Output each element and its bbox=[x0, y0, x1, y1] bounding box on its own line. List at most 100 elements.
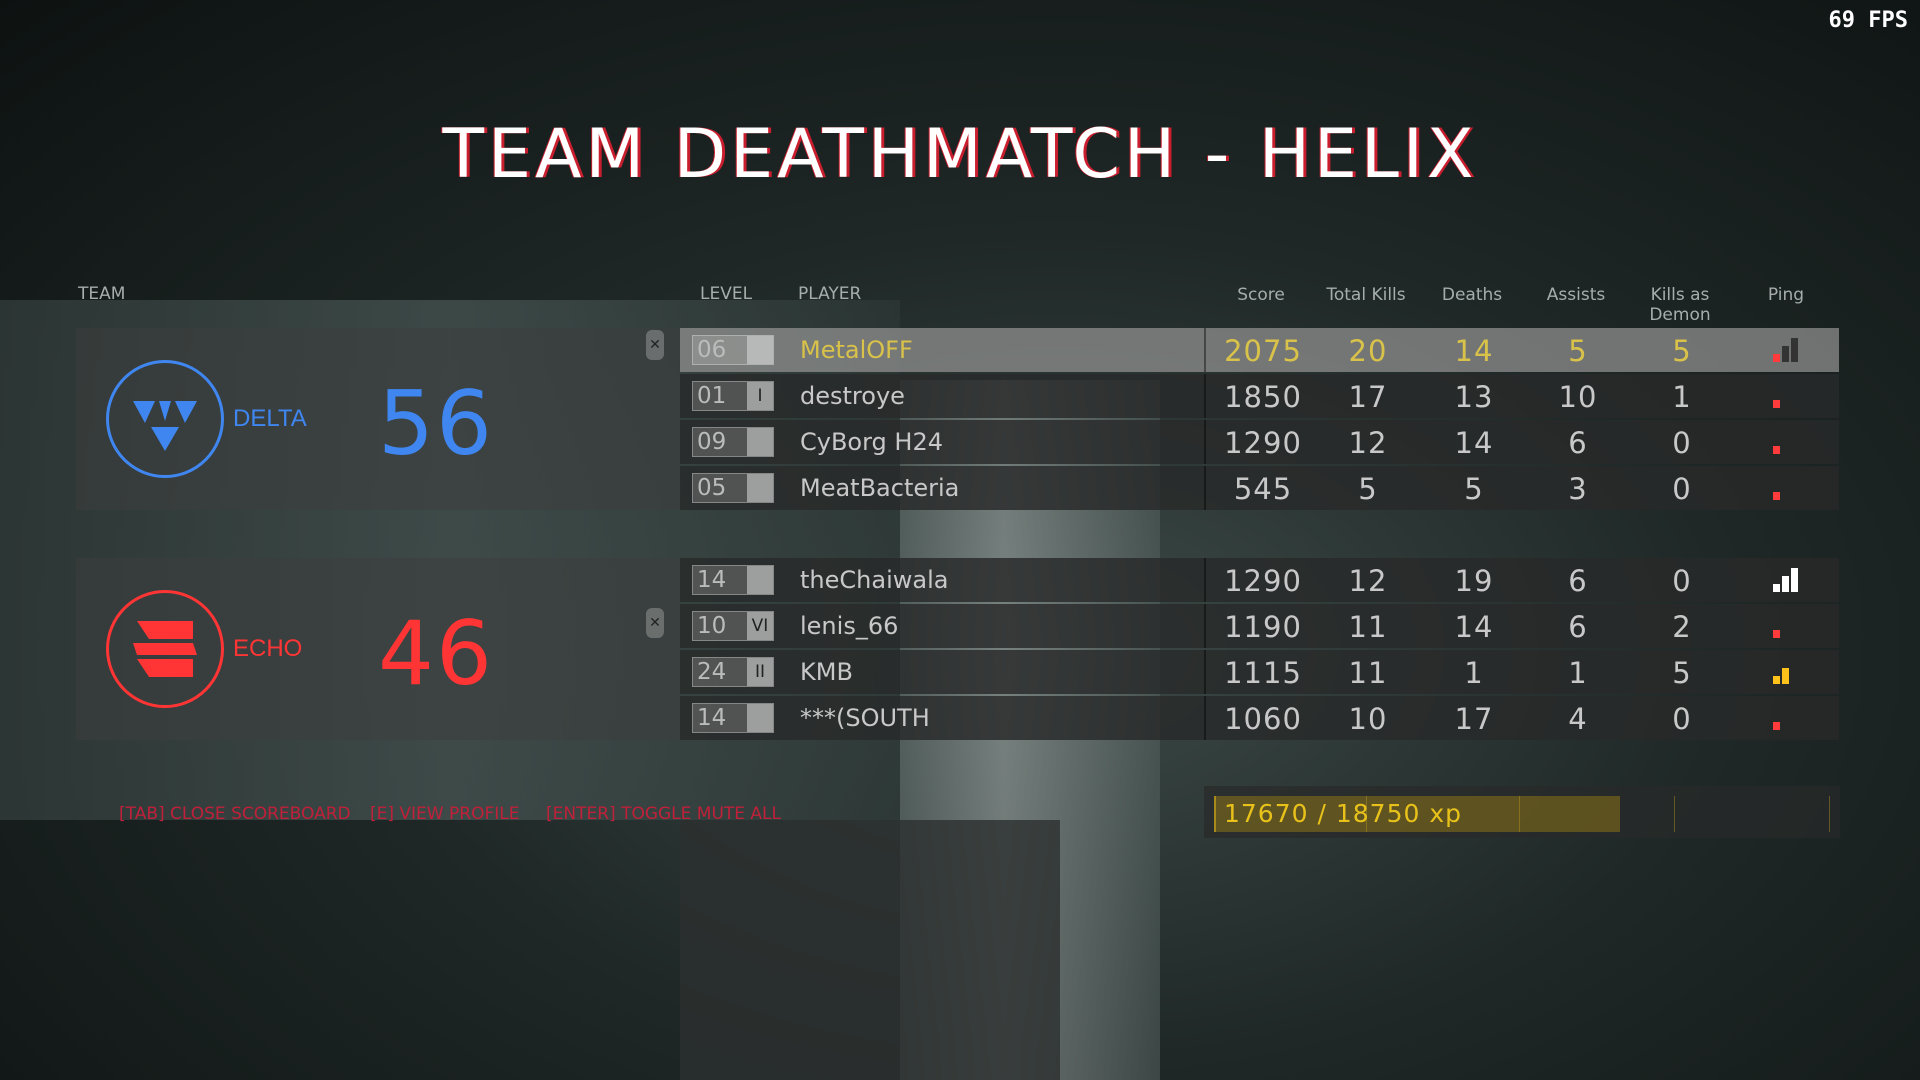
stat-kills: 5 bbox=[1358, 472, 1378, 506]
stat-assists: 1 bbox=[1568, 656, 1588, 690]
team-score: 46 bbox=[378, 602, 494, 705]
ping-icon bbox=[1773, 614, 1803, 638]
header-deaths: Deaths bbox=[1441, 285, 1503, 305]
xp-progress-fill bbox=[1214, 796, 1621, 832]
player-row[interactable]: 05 MeatBacteria 545 5 5 3 0 bbox=[680, 466, 1839, 510]
ping-bar bbox=[1773, 630, 1780, 638]
ping-bar bbox=[1782, 622, 1789, 638]
stat-assists: 4 bbox=[1568, 702, 1588, 736]
stat-kills: 11 bbox=[1348, 656, 1388, 690]
stat-assists: 6 bbox=[1568, 426, 1588, 460]
ping-bar bbox=[1791, 706, 1798, 730]
stat-deaths: 14 bbox=[1454, 334, 1494, 368]
stat-score: 1290 bbox=[1224, 564, 1302, 598]
ping-bar bbox=[1791, 430, 1798, 454]
xp-label: 17670 / 18750 xp bbox=[1224, 799, 1462, 828]
ping-bar bbox=[1782, 576, 1789, 592]
ping-bar bbox=[1782, 392, 1789, 408]
stat-deaths: 14 bbox=[1454, 426, 1494, 460]
mute-team-button[interactable]: ✕ bbox=[646, 608, 664, 638]
stat-demon: 2 bbox=[1672, 610, 1692, 644]
level-badge: 01 I bbox=[692, 381, 774, 411]
stat-assists: 5 bbox=[1568, 334, 1588, 368]
ping-bar bbox=[1791, 476, 1798, 500]
mute-team-button[interactable]: ✕ bbox=[646, 330, 664, 360]
stat-assists: 10 bbox=[1558, 380, 1598, 414]
ping-bar bbox=[1773, 354, 1780, 362]
stat-kills: 20 bbox=[1348, 334, 1388, 368]
team-name: ECHO bbox=[233, 635, 303, 662]
ping-bar bbox=[1782, 668, 1789, 684]
player-row[interactable]: 24 II KMB 1115 11 1 1 5 bbox=[680, 650, 1839, 694]
toggle-mute-all-hint[interactable]: [ENTER] TOGGLE MUTE ALL bbox=[546, 804, 782, 824]
player-row[interactable]: 10 VI lenis_66 1190 11 14 6 2 bbox=[680, 604, 1839, 648]
level-badge: 14 bbox=[692, 565, 774, 595]
player-row[interactable]: 06 MetalOFF 2075 20 14 5 5 bbox=[680, 328, 1839, 372]
stat-score: 1115 bbox=[1224, 656, 1302, 690]
player-row[interactable]: 01 I destroye 1850 17 13 10 1 bbox=[680, 374, 1839, 418]
ping-bar bbox=[1782, 438, 1789, 454]
stat-kills: 12 bbox=[1348, 564, 1388, 598]
stat-kills: 10 bbox=[1348, 702, 1388, 736]
player-level: 05 bbox=[697, 475, 727, 501]
echo-logo-icon bbox=[106, 590, 224, 708]
close-scoreboard-hint[interactable]: [TAB] CLOSE SCOREBOARD bbox=[119, 804, 351, 824]
ping-bar bbox=[1773, 400, 1780, 408]
ping-bar bbox=[1782, 346, 1789, 362]
player-rank: VI bbox=[747, 612, 773, 640]
ping-icon bbox=[1773, 660, 1803, 684]
player-level: 24 bbox=[697, 659, 727, 685]
ping-icon bbox=[1773, 476, 1803, 500]
player-level: 14 bbox=[697, 567, 727, 593]
header-kills-as-demon: Kills as Demon bbox=[1649, 285, 1711, 325]
header-assists: Assists bbox=[1546, 285, 1606, 305]
ping-bar bbox=[1791, 338, 1798, 362]
player-row[interactable]: 09 CyBorg H24 1290 12 14 6 0 bbox=[680, 420, 1839, 464]
player-row[interactable]: 14 ***(SOUTH 1060 10 17 4 0 bbox=[680, 696, 1839, 740]
ping-bar bbox=[1791, 384, 1798, 408]
stat-demon: 0 bbox=[1672, 472, 1692, 506]
level-badge: 14 bbox=[692, 703, 774, 733]
ping-bar bbox=[1791, 568, 1798, 592]
stat-score: 2075 bbox=[1224, 334, 1302, 368]
level-badge: 24 II bbox=[692, 657, 774, 687]
level-badge: 05 bbox=[692, 473, 774, 503]
stat-demon: 0 bbox=[1672, 426, 1692, 460]
ping-icon bbox=[1773, 706, 1803, 730]
stat-kills: 11 bbox=[1348, 610, 1388, 644]
stat-kills: 17 bbox=[1348, 380, 1388, 414]
ping-icon bbox=[1773, 568, 1803, 592]
player-stats: 1290 12 19 6 0 bbox=[1204, 558, 1839, 602]
player-name: KMB bbox=[800, 658, 853, 686]
stat-assists: 6 bbox=[1568, 610, 1588, 644]
player-rank: I bbox=[747, 382, 773, 410]
stat-deaths: 13 bbox=[1454, 380, 1494, 414]
stat-demon: 1 bbox=[1672, 380, 1692, 414]
team-name: DELTA bbox=[233, 405, 307, 432]
player-name: ***(SOUTH bbox=[800, 704, 930, 732]
player-rank bbox=[747, 428, 773, 456]
player-stats: 1290 12 14 6 0 bbox=[1204, 420, 1839, 464]
stat-demon: 0 bbox=[1672, 564, 1692, 598]
page-title: TEAM DEATHMATCH - HELIX bbox=[442, 115, 1478, 194]
player-row[interactable]: 14 theChaiwala 1290 12 19 6 0 bbox=[680, 558, 1839, 602]
player-rank bbox=[747, 704, 773, 732]
player-rank bbox=[747, 336, 773, 364]
header-player: PLAYER bbox=[798, 284, 862, 304]
header-level: LEVEL bbox=[700, 284, 753, 304]
background-floor bbox=[680, 820, 1060, 1080]
stat-demon: 5 bbox=[1672, 334, 1692, 368]
player-level: 06 bbox=[697, 337, 727, 363]
player-level: 14 bbox=[697, 705, 727, 731]
player-rank: II bbox=[747, 658, 773, 686]
xp-panel: 17670 / 18750 xp bbox=[1204, 786, 1840, 838]
player-stats: 1850 17 13 10 1 bbox=[1204, 374, 1839, 418]
ping-icon bbox=[1773, 430, 1803, 454]
view-profile-hint[interactable]: [E] VIEW PROFILE bbox=[370, 804, 520, 824]
header-ping: Ping bbox=[1767, 285, 1805, 305]
player-name: CyBorg H24 bbox=[800, 428, 944, 456]
stat-assists: 3 bbox=[1568, 472, 1588, 506]
ping-bar bbox=[1791, 660, 1798, 684]
player-stats: 1190 11 14 6 2 bbox=[1204, 604, 1839, 648]
stat-score: 1060 bbox=[1224, 702, 1302, 736]
